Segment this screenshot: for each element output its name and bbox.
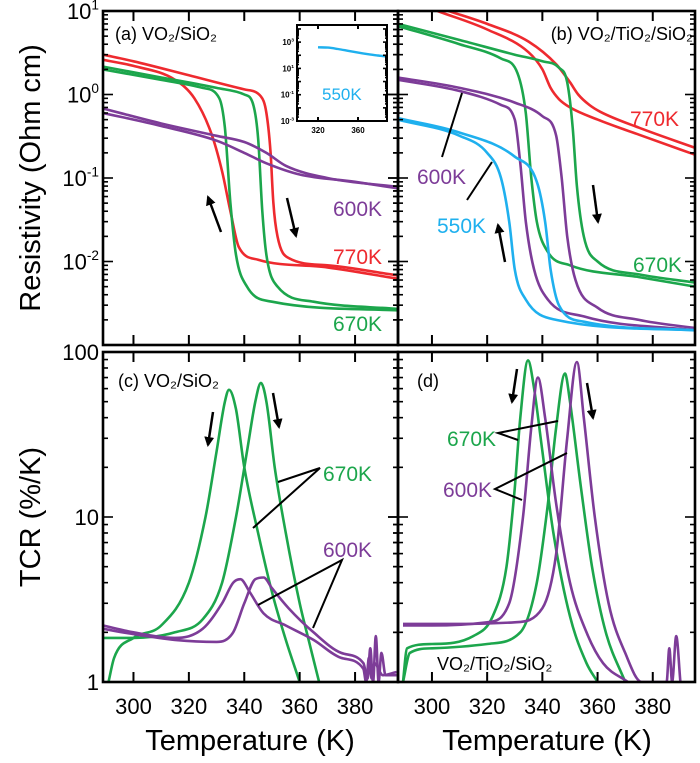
pointer-line bbox=[492, 452, 568, 501]
y-tick-label: 103 bbox=[282, 38, 294, 47]
y-tick-label: 10 bbox=[75, 505, 99, 530]
label-600K-c: 600K bbox=[323, 539, 372, 562]
pointer-line bbox=[257, 557, 345, 629]
arrow-heating-icon bbox=[591, 184, 602, 224]
label-670K-c: 670K bbox=[323, 463, 372, 486]
series-line-770K bbox=[103, 53, 398, 277]
pointer-line bbox=[252, 467, 321, 529]
y-tick-label: 1 bbox=[87, 670, 99, 695]
x-tick-label: 360 bbox=[351, 126, 365, 135]
series-group bbox=[103, 53, 398, 312]
x-tick-label: 300 bbox=[115, 694, 152, 719]
y-tick-label: 101 bbox=[67, 0, 99, 24]
panel-label-c: (c) VO₂/SiO₂ bbox=[118, 371, 219, 391]
label-670K-b: 670K bbox=[633, 254, 682, 277]
series-line-670K bbox=[401, 359, 599, 682]
x-tick-label: 380 bbox=[634, 694, 671, 719]
panel-c: 300 320 340 360 380 100 10 1 bbox=[62, 340, 400, 719]
arrow-cooling-icon bbox=[494, 223, 507, 263]
arrow-heating-icon bbox=[585, 382, 597, 420]
inset-label-550K: 550K bbox=[322, 85, 362, 104]
y-tick-label: 10-1 bbox=[281, 90, 295, 99]
label-770K-a: 770K bbox=[333, 246, 382, 269]
y-tick-label: 10-1 bbox=[62, 165, 99, 191]
panel-label-b: (b) VO₂/TiO₂/SiO₂ bbox=[551, 24, 693, 44]
series-line-600K bbox=[103, 577, 397, 682]
pointer-line bbox=[494, 420, 559, 441]
panel-d-annotations: (d) VO₂/TiO₂/SiO₂ 670K 600K bbox=[417, 368, 597, 674]
x-axis-title-d: Temperature (K) bbox=[442, 725, 652, 757]
label-670K-a: 670K bbox=[333, 313, 382, 336]
panel-label-d: (d) bbox=[417, 371, 439, 391]
x-tick-label: 340 bbox=[524, 694, 561, 719]
series-line-670K bbox=[103, 68, 398, 312]
panel-sublabel-d: VO₂/TiO₂/SiO₂ bbox=[437, 654, 552, 674]
x-axis-title-c: Temperature (K) bbox=[145, 725, 355, 757]
inset: 320 360 103 101 10-1 10-3 bbox=[281, 24, 388, 135]
series-line-670K bbox=[398, 24, 695, 288]
series-line-600K bbox=[103, 111, 398, 190]
series-line-600K bbox=[398, 78, 695, 332]
y-tick-label: 101 bbox=[282, 64, 294, 73]
inset-frame bbox=[296, 24, 388, 122]
y-tick-label: 100 bbox=[67, 81, 99, 107]
panel-frame bbox=[396, 9, 697, 347]
series-group bbox=[398, 11, 695, 332]
label-600K-d: 600K bbox=[443, 479, 492, 502]
x-tick-label: 380 bbox=[337, 694, 374, 719]
x-tick-label: 320 bbox=[469, 694, 506, 719]
arrow-cooling-icon bbox=[206, 195, 223, 233]
x-tick-label: 300 bbox=[414, 694, 451, 719]
pointer-line bbox=[466, 161, 493, 201]
x-tick-label: 320 bbox=[171, 694, 208, 719]
y-tick-label: 100 bbox=[62, 340, 99, 365]
series-line-600K bbox=[398, 76, 695, 330]
panel-c-annotations: (c) VO₂/SiO₂ 670K 600K bbox=[118, 371, 372, 629]
y-axis-title-resistivity: Resistivity (Ohm cm) bbox=[15, 44, 47, 311]
series-line-600K bbox=[403, 360, 682, 682]
x-tick-label: 360 bbox=[281, 694, 318, 719]
series-group bbox=[103, 381, 397, 682]
panel-label-a: (a) VO₂/SiO₂ bbox=[115, 24, 217, 44]
x-tick-label: 320 bbox=[311, 126, 325, 135]
panel-b-annotations: (b) VO₂/TiO₂/SiO₂ 770K 670K 600K 550K bbox=[417, 24, 693, 277]
series-line-550K bbox=[398, 116, 695, 332]
arrow-heating-icon bbox=[285, 197, 300, 238]
series-line-600K bbox=[103, 576, 397, 682]
series-line-670K bbox=[398, 22, 695, 284]
series-line-770K bbox=[437, 11, 695, 156]
series-line-550K bbox=[398, 118, 695, 332]
panel-a: 101 100 10-1 10-2 320 360 103 101 10-1 10-3 bbox=[62, 0, 400, 347]
x-tick-label: 340 bbox=[226, 694, 263, 719]
series-line-770K bbox=[103, 58, 398, 281]
x-tick-label: 360 bbox=[579, 694, 616, 719]
series-group bbox=[401, 359, 682, 682]
arrow-cooling-icon bbox=[204, 411, 215, 447]
y-axis-title-tcr: TCR (%/K) bbox=[15, 447, 47, 587]
label-600K-a: 600K bbox=[333, 198, 382, 221]
label-600K-b: 600K bbox=[417, 166, 466, 189]
panel-b bbox=[388, 9, 697, 347]
y-tick-label: 10-3 bbox=[281, 117, 295, 126]
panel-frame bbox=[396, 350, 697, 684]
y-tick-label: 10-2 bbox=[62, 248, 99, 274]
panel-d: 300 320 340 360 380 bbox=[388, 350, 697, 719]
series-line-670K bbox=[401, 372, 627, 682]
inset-series-line-550K bbox=[317, 46, 388, 58]
arrow-cooling-icon bbox=[508, 368, 519, 404]
label-550K-b: 550K bbox=[437, 215, 486, 238]
panel-a-annotations: (a) VO₂/SiO₂ 600K 770K 670K 550K bbox=[115, 24, 382, 336]
pointer-line bbox=[441, 92, 463, 158]
series-line-670K bbox=[103, 381, 321, 682]
series-line-670K bbox=[103, 65, 398, 311]
label-770K-b: 770K bbox=[630, 108, 679, 131]
series-line-770K bbox=[448, 11, 695, 150]
arrow-heating-icon bbox=[271, 392, 283, 429]
label-670K-d: 670K bbox=[447, 428, 496, 451]
